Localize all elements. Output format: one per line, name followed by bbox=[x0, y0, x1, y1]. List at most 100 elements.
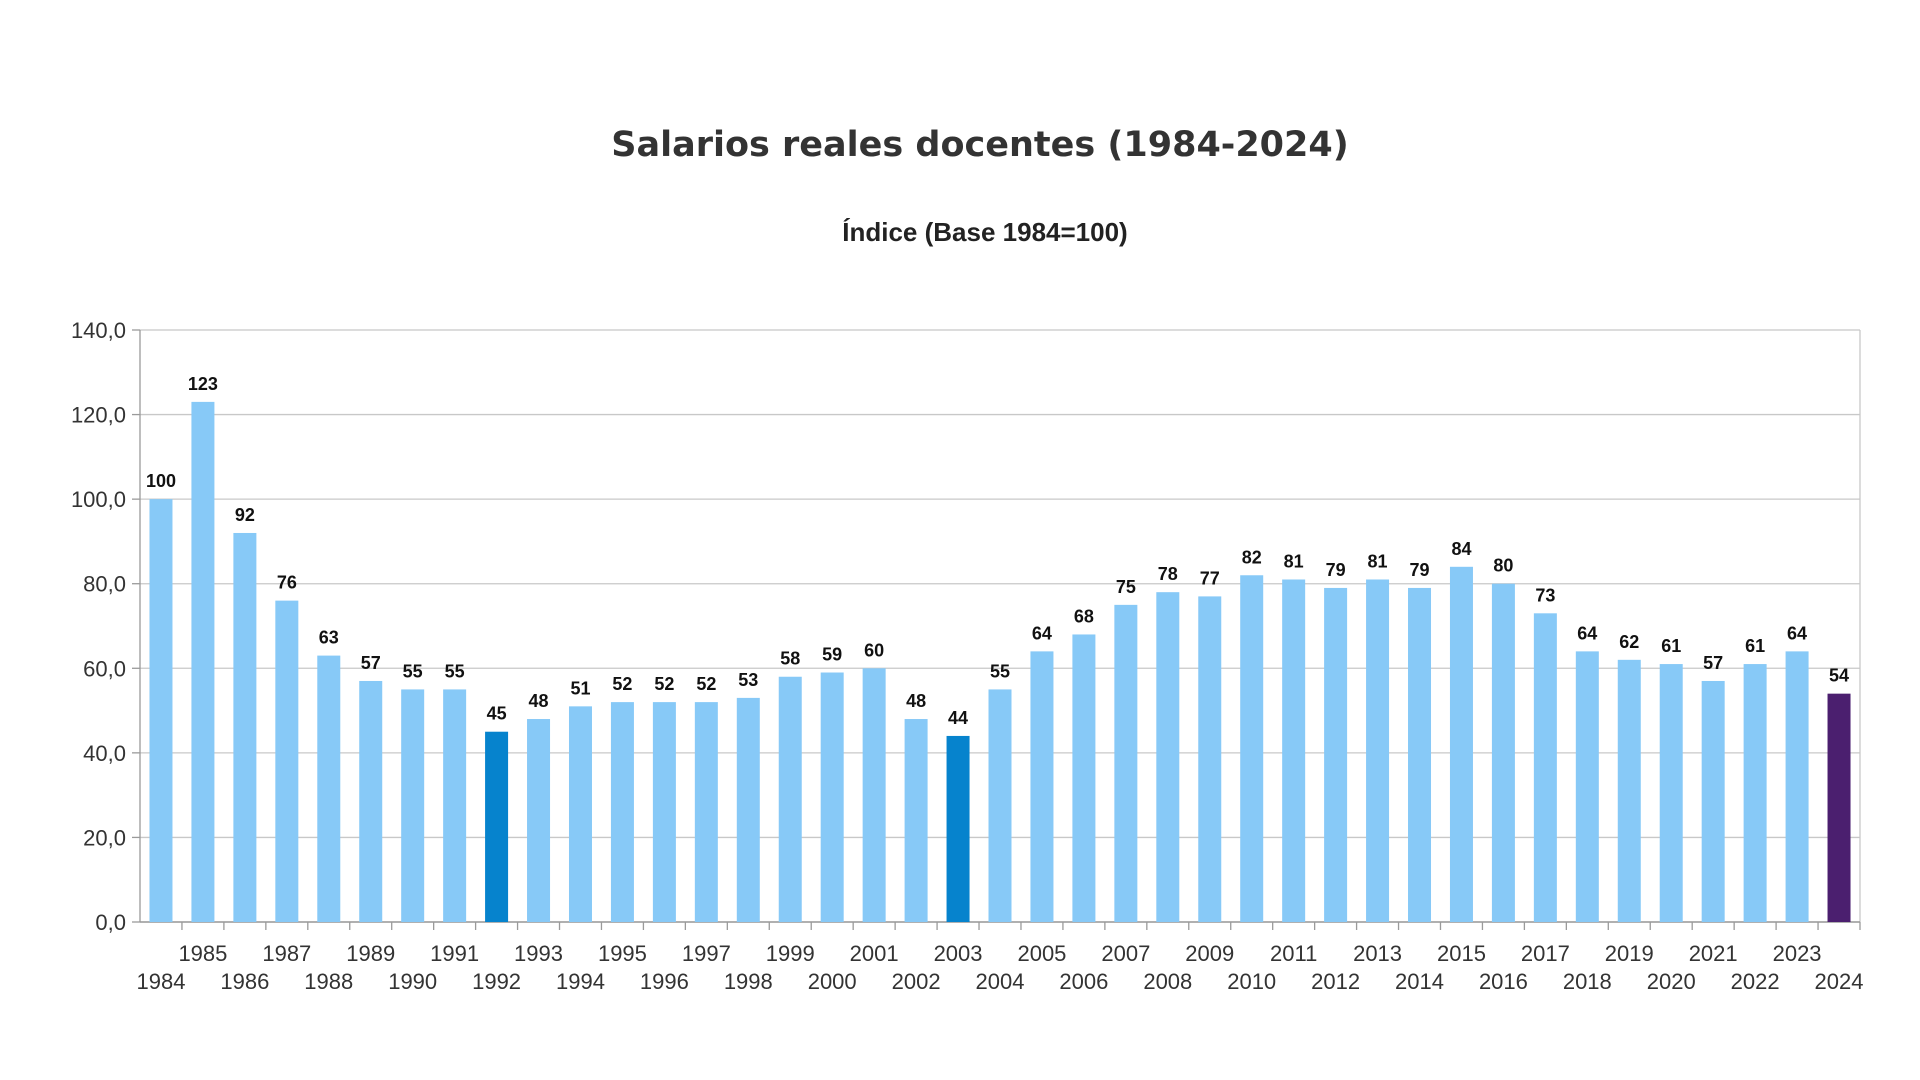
data-label-1985: 123 bbox=[188, 374, 218, 394]
x-tick-label-2009: 2009 bbox=[1185, 941, 1234, 966]
bar-1988 bbox=[317, 655, 341, 922]
data-label-2019: 62 bbox=[1619, 632, 1639, 652]
bar-2005 bbox=[1030, 651, 1054, 922]
y-tick-label: 140,0 bbox=[71, 318, 126, 343]
x-tick-label-2011: 2011 bbox=[1270, 941, 1317, 966]
bar-2002 bbox=[904, 719, 928, 922]
x-tick-label-1996: 1996 bbox=[640, 969, 689, 994]
bar-2021 bbox=[1701, 680, 1725, 922]
x-tick-label-2007: 2007 bbox=[1101, 941, 1150, 966]
chart-title: Salarios reales docentes (1984-2024) bbox=[611, 125, 1349, 165]
data-label-2006: 68 bbox=[1074, 606, 1094, 626]
data-label-2023: 64 bbox=[1787, 623, 1807, 643]
bar-2015 bbox=[1449, 566, 1473, 922]
bar-2024 bbox=[1827, 693, 1851, 922]
x-tick-label-2008: 2008 bbox=[1143, 969, 1192, 994]
x-tick-label-1987: 1987 bbox=[262, 941, 311, 966]
x-tick-label-2020: 2020 bbox=[1647, 969, 1696, 994]
chart-subtitle: Índice (Base 1984=100) bbox=[842, 217, 1128, 247]
bar-2018 bbox=[1575, 651, 1599, 922]
data-label-1984: 100 bbox=[146, 471, 176, 491]
x-tick-label-1991: 1991 bbox=[430, 941, 479, 966]
bar-2009 bbox=[1198, 596, 1222, 922]
data-label-2005: 64 bbox=[1032, 623, 1052, 643]
bar-2004 bbox=[988, 689, 1012, 922]
bar-1991 bbox=[443, 689, 467, 922]
bar-2000 bbox=[820, 672, 844, 922]
data-label-2020: 61 bbox=[1661, 636, 1681, 656]
data-label-1990: 55 bbox=[403, 661, 423, 681]
data-label-1996: 52 bbox=[654, 674, 674, 694]
data-label-2024: 54 bbox=[1829, 666, 1849, 686]
data-label-1989: 57 bbox=[361, 653, 381, 673]
bar-2017 bbox=[1533, 613, 1557, 922]
x-tick-label-1993: 1993 bbox=[514, 941, 563, 966]
data-label-2017: 73 bbox=[1535, 585, 1555, 605]
x-tick-label-2000: 2000 bbox=[808, 969, 857, 994]
data-label-2018: 64 bbox=[1577, 623, 1597, 643]
bar-2007 bbox=[1114, 604, 1138, 922]
data-label-1986: 92 bbox=[235, 505, 255, 525]
x-tick-label-2018: 2018 bbox=[1563, 969, 1612, 994]
y-tick-label: 60,0 bbox=[83, 656, 126, 681]
x-tick-label-1990: 1990 bbox=[388, 969, 437, 994]
data-label-1998: 53 bbox=[738, 670, 758, 690]
bar-2012 bbox=[1324, 587, 1348, 922]
x-tick-label-1999: 1999 bbox=[766, 941, 815, 966]
data-label-2003: 44 bbox=[948, 708, 968, 728]
x-tick-label-2021: 2021 bbox=[1689, 941, 1738, 966]
x-tick-label-1998: 1998 bbox=[724, 969, 773, 994]
bar-2006 bbox=[1072, 634, 1096, 922]
bar-1998 bbox=[736, 697, 760, 922]
x-tick-label-2022: 2022 bbox=[1731, 969, 1780, 994]
x-tick-label-1985: 1985 bbox=[178, 941, 227, 966]
data-label-2015: 84 bbox=[1451, 539, 1471, 559]
y-tick-label: 120,0 bbox=[71, 403, 126, 428]
x-tick-label-2013: 2013 bbox=[1353, 941, 1402, 966]
bar-1984 bbox=[149, 499, 173, 922]
x-tick-label-2024: 2024 bbox=[1815, 969, 1864, 994]
x-tick-label-1984: 1984 bbox=[136, 969, 185, 994]
data-label-2010: 82 bbox=[1242, 547, 1262, 567]
x-tick-label-2015: 2015 bbox=[1437, 941, 1486, 966]
data-label-1991: 55 bbox=[445, 661, 465, 681]
data-label-1995: 52 bbox=[612, 674, 632, 694]
data-label-2007: 75 bbox=[1116, 577, 1136, 597]
x-axis-ticks: 1984 1985 1986 1987 1988 1989 1990 1991 1992 1993… bbox=[136, 922, 1864, 994]
data-label-2004: 55 bbox=[990, 661, 1010, 681]
data-label-1993: 48 bbox=[529, 691, 549, 711]
data-label-1992: 45 bbox=[487, 704, 507, 724]
y-tick-label: 0,0 bbox=[95, 910, 126, 935]
x-tick-label-1997: 1997 bbox=[682, 941, 731, 966]
bar-2011 bbox=[1282, 579, 1306, 922]
x-tick-label-2006: 2006 bbox=[1059, 969, 1108, 994]
bar-1999 bbox=[778, 676, 802, 922]
bar-1987 bbox=[275, 600, 299, 922]
bar-1985 bbox=[191, 401, 215, 922]
data-label-2000: 59 bbox=[822, 645, 842, 665]
bar-1994 bbox=[568, 706, 592, 922]
data-label-1994: 51 bbox=[570, 678, 590, 698]
data-label-2002: 48 bbox=[906, 691, 926, 711]
x-tick-label-2003: 2003 bbox=[934, 941, 983, 966]
bars bbox=[149, 401, 1851, 922]
x-tick-label-1988: 1988 bbox=[304, 969, 353, 994]
data-label-2013: 81 bbox=[1368, 551, 1388, 571]
bar-2010 bbox=[1240, 575, 1264, 922]
bar-1989 bbox=[359, 680, 383, 922]
data-label-1987: 76 bbox=[277, 573, 297, 593]
bar-1995 bbox=[610, 702, 634, 922]
data-label-2022: 61 bbox=[1745, 636, 1765, 656]
bar-2022 bbox=[1743, 664, 1767, 922]
x-tick-label-1995: 1995 bbox=[598, 941, 647, 966]
bar-2016 bbox=[1491, 583, 1515, 922]
bar-2003 bbox=[946, 735, 970, 922]
y-tick-label: 80,0 bbox=[83, 572, 126, 597]
data-label-2014: 79 bbox=[1409, 560, 1429, 580]
data-label-2016: 80 bbox=[1493, 556, 1513, 576]
bar-1993 bbox=[527, 719, 551, 922]
data-label-2011: 81 bbox=[1284, 551, 1304, 571]
bar-1992 bbox=[485, 731, 509, 922]
data-label-2008: 78 bbox=[1158, 564, 1178, 584]
